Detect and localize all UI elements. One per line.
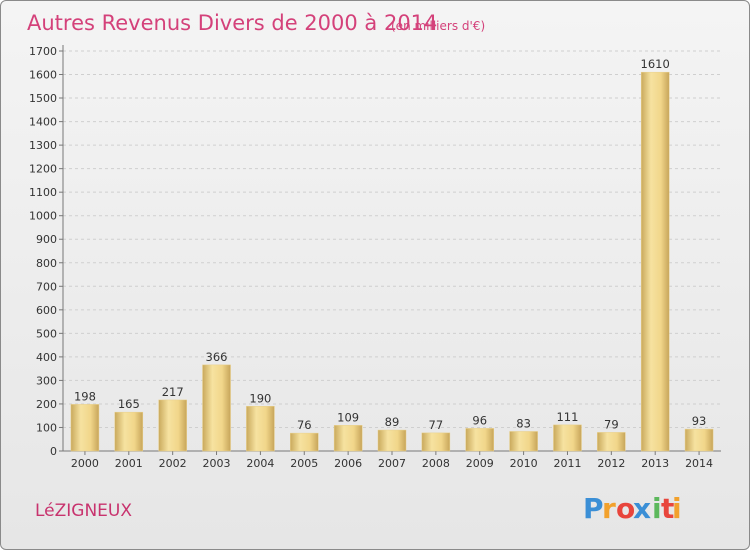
y-tick-label: 800 <box>36 257 57 270</box>
x-tick-label: 2001 <box>115 457 143 470</box>
y-tick-label: 100 <box>36 421 57 434</box>
y-tick-label: 1600 <box>29 69 57 82</box>
x-tick-label: 2012 <box>597 457 625 470</box>
chart-title: Autres Revenus Divers de 2000 à 2014 <box>27 11 437 35</box>
value-label: 165 <box>118 397 140 411</box>
value-label: 190 <box>249 391 271 405</box>
y-tick-label: 700 <box>36 280 57 293</box>
y-tick-label: 600 <box>36 304 57 317</box>
chart-subtitle: (en milliers d'€) <box>391 19 485 33</box>
bar <box>640 71 670 452</box>
y-tick-label: 900 <box>36 233 57 246</box>
logo-letter: r <box>602 492 616 525</box>
logo-letter: x <box>633 492 651 525</box>
logo-letter: P <box>583 492 604 525</box>
y-tick-label: 1100 <box>29 186 57 199</box>
bar <box>246 406 275 452</box>
value-label: 217 <box>162 385 184 399</box>
x-tick-label: 2008 <box>422 457 450 470</box>
bar <box>70 404 100 452</box>
logo-letter: i <box>672 492 682 525</box>
y-tick-label: 400 <box>36 351 57 364</box>
bar <box>333 425 363 452</box>
proxiti-logo: Pr ox i ti <box>583 492 682 525</box>
x-tick-label: 2006 <box>334 457 362 470</box>
value-label: 366 <box>206 350 228 364</box>
logo-letter: i <box>652 492 662 525</box>
x-tick-label: 2007 <box>378 457 406 470</box>
bar <box>158 399 187 452</box>
bar <box>465 428 494 452</box>
value-label: 77 <box>429 418 444 432</box>
x-tick-label: 2011 <box>553 457 581 470</box>
y-tick-label: 200 <box>36 398 57 411</box>
value-label: 96 <box>472 413 487 427</box>
y-tick-label: 1000 <box>29 210 57 223</box>
x-tick-label: 2009 <box>466 457 494 470</box>
value-label: 111 <box>556 410 578 424</box>
value-label: 83 <box>516 416 531 430</box>
y-tick-label: 500 <box>36 327 57 340</box>
x-tick-label: 2002 <box>159 457 187 470</box>
location-label: LéZIGNEUX <box>35 501 132 521</box>
value-labels: 198 165 217 366 190 76 109 89 77 96 83 111 79 1610 93 <box>74 57 706 432</box>
y-tick-label: 1400 <box>29 116 57 129</box>
y-tick-label: 1700 <box>29 45 57 58</box>
value-label: 1610 <box>641 57 670 71</box>
y-tick-label: 0 <box>50 445 57 458</box>
x-tick-label: 2003 <box>203 457 231 470</box>
bar <box>553 424 582 452</box>
bar <box>290 432 319 452</box>
bar <box>421 432 451 452</box>
x-tick-label: 2014 <box>685 457 713 470</box>
value-label: 198 <box>74 389 96 403</box>
x-tick-label: 2000 <box>71 457 99 470</box>
bar <box>509 431 538 452</box>
y-tick-label: 300 <box>36 374 57 387</box>
bar <box>114 411 144 452</box>
x-tick-label: 2004 <box>246 457 274 470</box>
value-label: 109 <box>337 410 359 424</box>
y-tick-label: 1500 <box>29 92 57 105</box>
y-tick-label: 1300 <box>29 139 57 152</box>
bar <box>597 432 626 452</box>
bars <box>70 71 714 452</box>
gridlines <box>63 50 721 452</box>
value-label: 79 <box>604 417 619 431</box>
value-label: 76 <box>297 418 312 432</box>
logo-letter: t <box>661 492 674 525</box>
bar <box>202 364 231 452</box>
x-tick-label: 2005 <box>290 457 318 470</box>
logo-letter: o <box>616 492 635 525</box>
bar <box>377 429 407 452</box>
x-tick-label: 2010 <box>510 457 538 470</box>
bar <box>684 428 714 452</box>
y-tick-label: 1200 <box>29 163 57 176</box>
value-label: 93 <box>692 414 707 428</box>
value-label: 89 <box>385 415 400 429</box>
x-tick-label: 2013 <box>641 457 669 470</box>
